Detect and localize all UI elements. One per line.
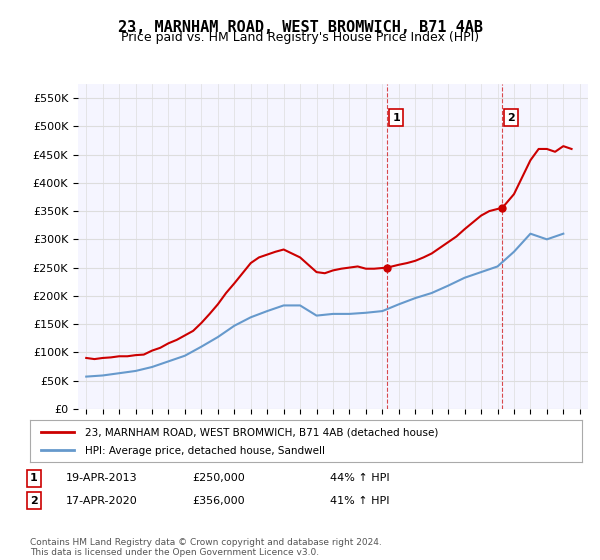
Text: 19-APR-2013: 19-APR-2013 [66,473,137,483]
Text: Price paid vs. HM Land Registry's House Price Index (HPI): Price paid vs. HM Land Registry's House … [121,31,479,44]
Text: 1: 1 [30,473,38,483]
Text: 2: 2 [30,496,38,506]
Text: Contains HM Land Registry data © Crown copyright and database right 2024.
This d: Contains HM Land Registry data © Crown c… [30,538,382,557]
Text: 23, MARNHAM ROAD, WEST BROMWICH, B71 4AB: 23, MARNHAM ROAD, WEST BROMWICH, B71 4AB [118,20,482,35]
Text: £356,000: £356,000 [192,496,245,506]
Text: 1: 1 [392,113,400,123]
Text: 41% ↑ HPI: 41% ↑ HPI [330,496,389,506]
Text: 17-APR-2020: 17-APR-2020 [66,496,138,506]
Text: 44% ↑ HPI: 44% ↑ HPI [330,473,389,483]
Text: 2: 2 [508,113,515,123]
Text: 23, MARNHAM ROAD, WEST BROMWICH, B71 4AB (detached house): 23, MARNHAM ROAD, WEST BROMWICH, B71 4AB… [85,428,439,437]
Text: HPI: Average price, detached house, Sandwell: HPI: Average price, detached house, Sand… [85,446,325,456]
Text: £250,000: £250,000 [192,473,245,483]
